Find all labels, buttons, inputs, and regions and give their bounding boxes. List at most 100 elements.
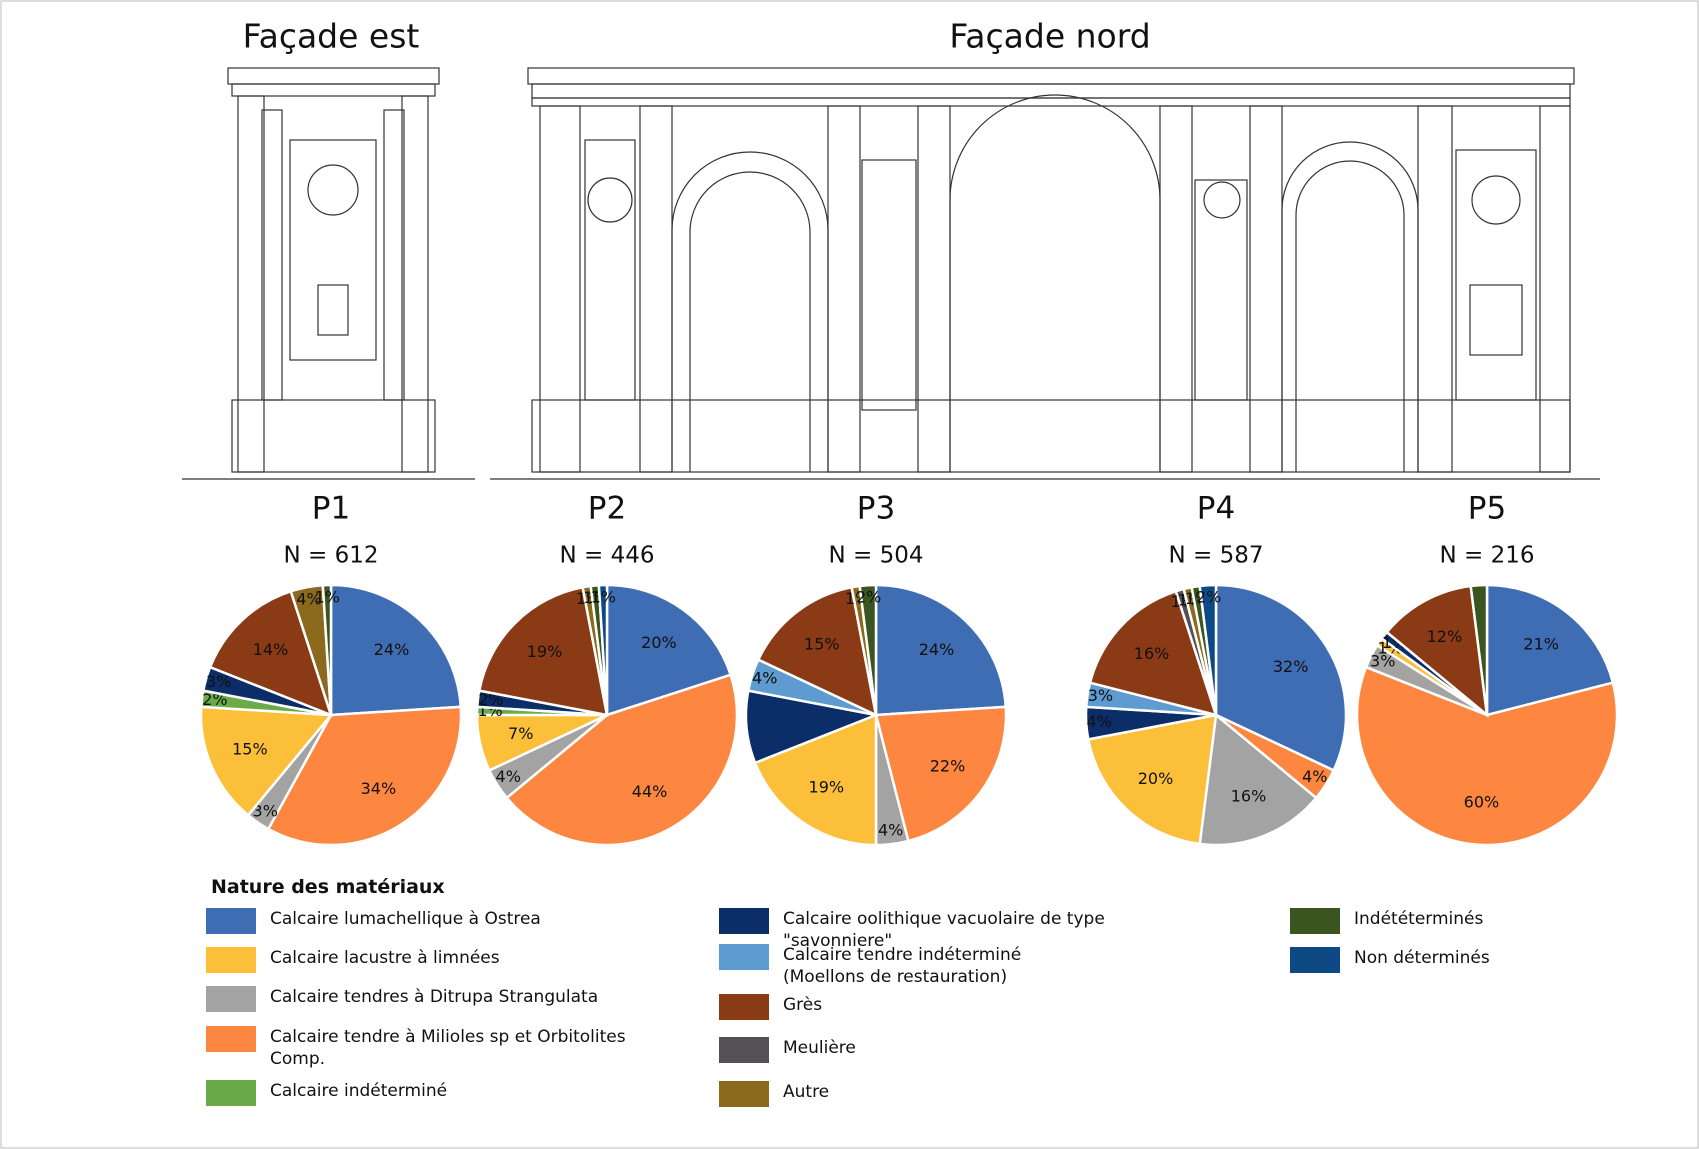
pie-slice	[858, 583, 878, 716]
legend-label: Calcaire oolithique vacuolaire de type "…	[783, 909, 1105, 951]
legend-title: Nature des matériaux	[211, 876, 445, 898]
pie-slice	[1355, 665, 1619, 847]
data-label: 20%	[641, 633, 677, 652]
data-label: 24%	[919, 640, 955, 659]
data-label: 24%	[374, 640, 410, 659]
pie-slice	[756, 585, 878, 718]
legend-swatch	[206, 1080, 256, 1106]
data-label: 4%	[496, 767, 521, 786]
pie-slice	[1088, 589, 1218, 717]
legend-swatch	[719, 1081, 769, 1107]
data-label: 3%	[1088, 686, 1113, 705]
pie-title: P4	[1197, 491, 1235, 527]
legend-swatch	[719, 994, 769, 1020]
legend-swatch	[719, 1037, 769, 1063]
data-label: 3%	[206, 672, 231, 691]
legend-item: Calcaire tendre indéterminé (Moellons de…	[719, 944, 1043, 988]
pie-slice	[1469, 583, 1489, 716]
pie-slice	[874, 583, 1008, 717]
pie-slice	[329, 583, 463, 717]
legend-swatch	[206, 908, 256, 934]
data-label: 44%	[632, 782, 668, 801]
legend-label: Calcaire tendres à Ditrupa Strangulata	[270, 987, 599, 1007]
data-label: 14%	[253, 640, 289, 659]
pie-slice	[477, 585, 609, 717]
legend-item: Calcaire oolithique vacuolaire de type "…	[719, 908, 1203, 952]
data-label: 19%	[809, 778, 845, 797]
legend-swatch	[719, 944, 769, 970]
pie-slice	[199, 705, 334, 817]
pie-subtitle: N = 587	[1169, 543, 1264, 569]
data-label: 4%	[296, 590, 321, 609]
pie-slice	[321, 583, 333, 716]
data-label: 12%	[1427, 627, 1463, 646]
data-label: 7%	[508, 724, 533, 743]
legend-label: Calcaire lacustre à limnées	[270, 948, 500, 968]
facade-title: Façade est	[243, 17, 420, 56]
legend-item: Calcaire lacustre à limnées	[206, 947, 650, 973]
data-label: 4%	[1087, 712, 1112, 731]
data-label: 4%	[1302, 767, 1327, 786]
data-label: 2%	[856, 588, 881, 607]
data-label: 16%	[1134, 644, 1170, 663]
legend-item: Calcaire lumachellique à Ostrea	[206, 908, 650, 934]
legend-label: Calcaire indéterminé	[270, 1081, 448, 1101]
legend-swatch	[206, 986, 256, 1012]
pie-title: P3	[857, 491, 895, 527]
legend-label: Calcaire lumachellique à Ostrea	[270, 909, 541, 929]
pie-title: P5	[1468, 491, 1506, 527]
pie-slice	[1385, 584, 1489, 718]
legend-item: Calcaire tendre à Milioles sp et Orbitol…	[206, 1026, 660, 1070]
pie-slice	[874, 705, 1008, 843]
pie-slice	[1485, 583, 1615, 717]
data-label: 4%	[878, 821, 903, 840]
pie-slice	[605, 583, 733, 717]
legend-item: Meulière	[719, 1037, 1083, 1063]
legend-label: Meulière	[783, 1038, 856, 1058]
pie-subtitle: N = 504	[829, 543, 924, 569]
legend-item: Non déterminés	[1290, 947, 1634, 973]
legend-label: Non déterminés	[1354, 948, 1490, 968]
data-label: 60%	[1464, 793, 1500, 812]
legend-label: Grès	[783, 995, 823, 1015]
pie-slice	[505, 673, 739, 847]
pie-title: P2	[588, 491, 626, 527]
facade-title: Façade nord	[949, 17, 1150, 56]
data-label: 2%	[1196, 588, 1221, 607]
pie-slice	[1198, 583, 1218, 716]
legend-label: Autre	[783, 1082, 830, 1102]
data-label: 15%	[804, 635, 840, 654]
legend-item: Indététerminés	[1290, 908, 1634, 934]
data-label: 32%	[1273, 657, 1309, 676]
legend-item: Grès	[719, 994, 1083, 1020]
legend-item: Autre	[719, 1081, 1083, 1107]
data-label: 22%	[930, 756, 966, 775]
legend-item: Calcaire indéterminé	[206, 1080, 650, 1106]
data-label: 15%	[232, 740, 268, 759]
data-label: 16%	[1231, 787, 1267, 806]
pie-subtitle: N = 612	[284, 543, 379, 569]
data-label: 4%	[752, 668, 777, 687]
legend-swatch	[1290, 947, 1340, 973]
pie-slice	[753, 713, 878, 847]
legend-label: Calcaire tendre à Milioles sp et Orbitol…	[270, 1027, 626, 1069]
legend-swatch	[206, 1026, 256, 1052]
data-label: 3%	[253, 801, 278, 820]
legend-swatch	[206, 947, 256, 973]
legend-item: Calcaire tendres à Ditrupa Strangulata	[206, 986, 650, 1012]
data-label: 19%	[527, 642, 563, 661]
legend-label: Calcaire tendre indéterminé (Moellons de…	[783, 945, 1022, 987]
pie-title: P1	[312, 491, 350, 527]
pie-subtitle: N = 446	[560, 543, 655, 569]
pie-subtitle: N = 216	[1440, 543, 1535, 569]
legend-label: Indététerminés	[1354, 909, 1484, 929]
data-label: 20%	[1138, 769, 1174, 788]
pie-slice	[1214, 583, 1348, 773]
pie-slice	[1086, 713, 1218, 846]
legend-swatch	[719, 908, 769, 934]
data-label: 1%	[591, 588, 616, 607]
data-label: 34%	[361, 779, 397, 798]
